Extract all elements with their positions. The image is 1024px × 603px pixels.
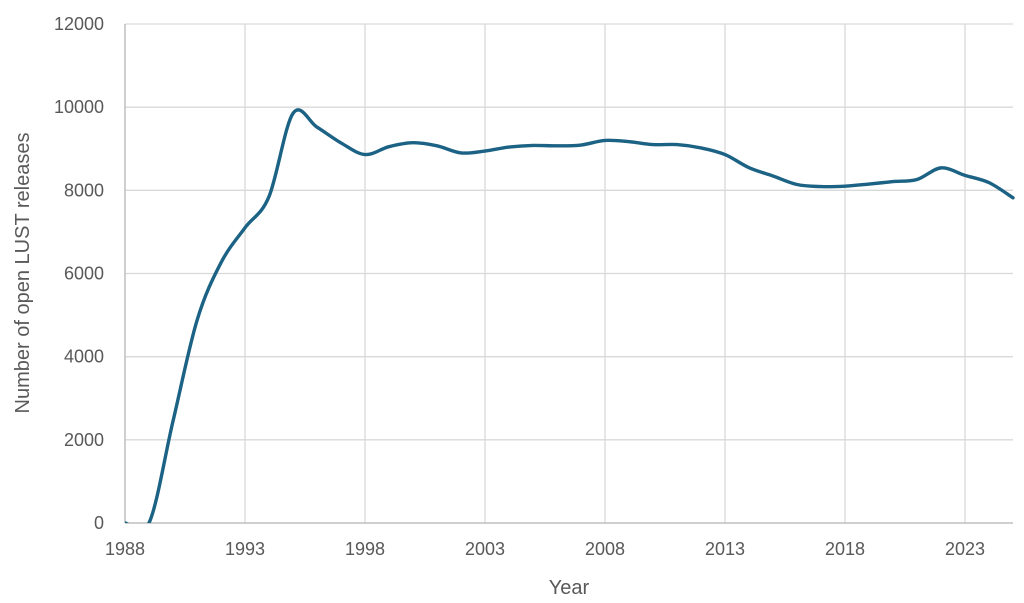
x-tick-label: 1988 — [105, 539, 145, 559]
x-tick-label: 2003 — [465, 539, 505, 559]
y-tick-label: 10000 — [54, 97, 104, 117]
y-axis-title: Number of open LUST releases — [12, 133, 34, 414]
data-series — [125, 108, 1015, 523]
y-tick-label: 2000 — [64, 430, 104, 450]
x-tick-label: 1993 — [225, 539, 265, 559]
x-tick-label: 2023 — [945, 539, 985, 559]
x-tick-label: 2018 — [825, 539, 865, 559]
y-tick-label: 0 — [94, 513, 104, 533]
series-line — [125, 108, 1015, 523]
y-tick-label: 8000 — [64, 180, 104, 200]
x-tick-label: 2013 — [705, 539, 745, 559]
y-axis-tick-labels: 0 2000 4000 6000 8000 10000 12000 — [54, 14, 104, 533]
y-tick-label: 6000 — [64, 264, 104, 284]
x-tick-label: 1998 — [345, 539, 385, 559]
x-gridlines — [244, 24, 966, 523]
x-axis-tick-labels: 1988 1993 1998 2003 2008 2013 2018 2023 — [105, 539, 985, 559]
y-tick-label: 4000 — [64, 347, 104, 367]
x-tick-label: 2008 — [585, 539, 625, 559]
y-gridlines — [125, 23, 1013, 441]
x-axis-title: Year — [549, 577, 590, 599]
y-tick-label: 12000 — [54, 14, 104, 34]
